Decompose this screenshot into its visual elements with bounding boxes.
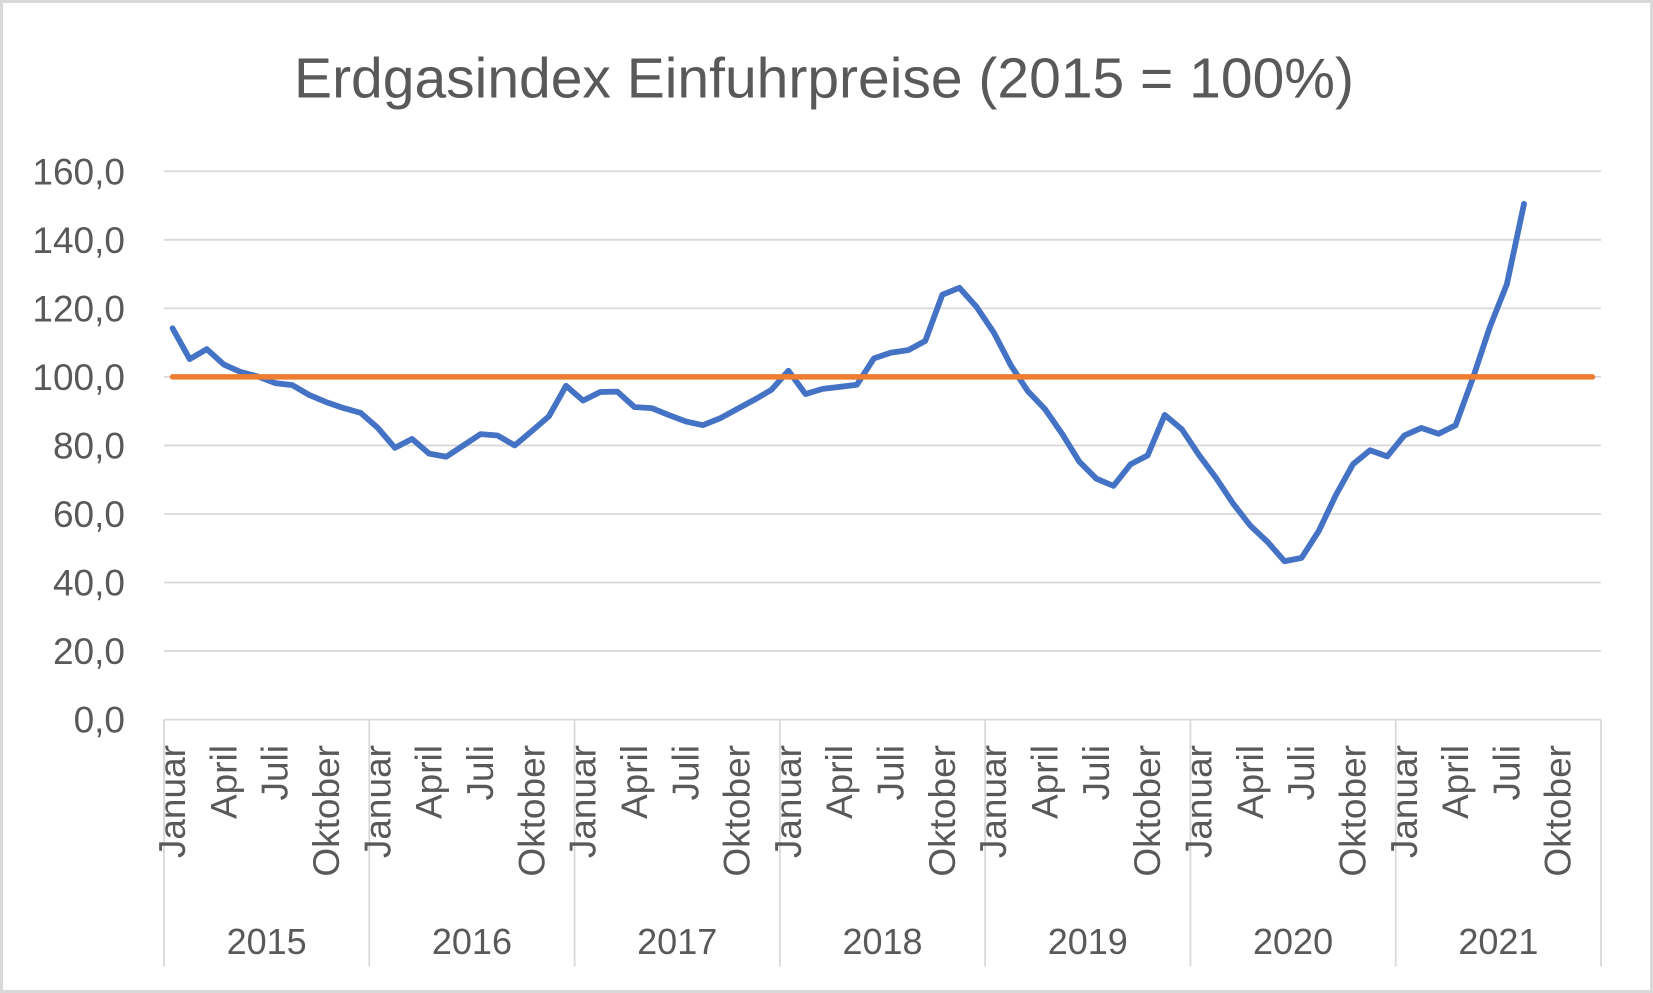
svg-text:Juli: Juli (255, 745, 296, 801)
svg-text:April: April (1230, 745, 1271, 819)
svg-text:Oktober: Oktober (511, 745, 552, 877)
svg-text:Januar: Januar (973, 745, 1014, 858)
svg-text:Juli: Juli (1486, 745, 1527, 801)
svg-text:Juli: Juli (1281, 745, 1322, 801)
svg-text:Juli: Juli (460, 745, 501, 801)
svg-text:60,0: 60,0 (53, 494, 125, 535)
svg-text:Juli: Juli (871, 745, 912, 801)
svg-text:160,0: 160,0 (32, 151, 125, 192)
svg-text:20,0: 20,0 (53, 631, 125, 672)
svg-text:40,0: 40,0 (53, 563, 125, 604)
svg-text:April: April (1025, 745, 1066, 819)
svg-text:April: April (1435, 745, 1476, 819)
svg-text:April: April (409, 745, 450, 819)
svg-text:2015: 2015 (227, 921, 307, 962)
svg-text:Oktober: Oktober (717, 745, 758, 877)
svg-text:0,0: 0,0 (74, 700, 125, 741)
svg-text:2018: 2018 (842, 921, 922, 962)
svg-text:140,0: 140,0 (32, 220, 125, 261)
svg-text:Januar: Januar (768, 745, 809, 858)
svg-text:Juli: Juli (665, 745, 706, 801)
svg-text:Januar: Januar (1178, 745, 1219, 858)
svg-text:Januar: Januar (563, 745, 604, 858)
svg-text:Oktober: Oktober (922, 745, 963, 877)
svg-text:2016: 2016 (432, 921, 512, 962)
svg-text:Erdgasindex Einfuhrpreise (201: Erdgasindex Einfuhrpreise (2015 = 100%) (294, 47, 1354, 111)
svg-text:2021: 2021 (1458, 921, 1538, 962)
svg-text:Januar: Januar (1384, 745, 1425, 858)
svg-text:120,0: 120,0 (32, 288, 125, 329)
svg-text:Oktober: Oktober (1127, 745, 1168, 877)
svg-text:Januar: Januar (357, 745, 398, 858)
svg-text:80,0: 80,0 (53, 425, 125, 466)
svg-text:April: April (614, 745, 655, 819)
svg-text:2019: 2019 (1048, 921, 1128, 962)
svg-text:2020: 2020 (1253, 921, 1333, 962)
svg-text:Oktober: Oktober (1538, 745, 1579, 877)
svg-text:Oktober: Oktober (1332, 745, 1373, 877)
svg-text:Januar: Januar (152, 745, 193, 858)
svg-text:2017: 2017 (637, 921, 717, 962)
svg-text:100,0: 100,0 (32, 357, 125, 398)
svg-text:April: April (819, 745, 860, 819)
svg-text:April: April (203, 745, 244, 819)
svg-text:Oktober: Oktober (306, 745, 347, 877)
svg-text:Juli: Juli (1076, 745, 1117, 801)
